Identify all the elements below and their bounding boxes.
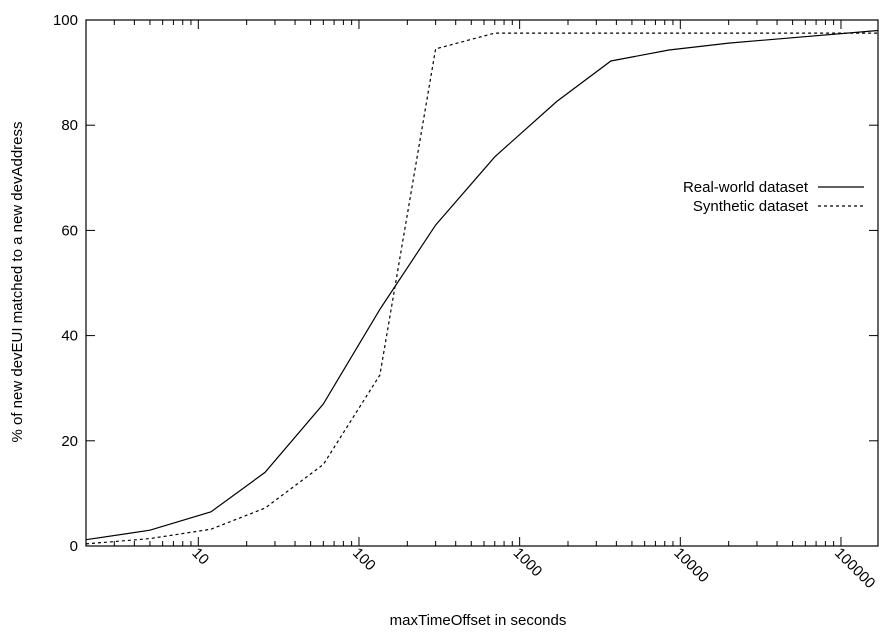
x-tick-label: 10000 xyxy=(670,545,712,587)
y-tick-label: 40 xyxy=(61,328,78,345)
x-tick-label: 10 xyxy=(188,545,212,569)
y-axis-title: % of new devEUI matched to a new devAddr… xyxy=(9,121,26,442)
y-tick-label: 60 xyxy=(61,222,78,239)
y-tick-label: 80 xyxy=(61,117,78,134)
y-axis: 0 20 40 60 80 100 xyxy=(53,12,878,555)
x-tick-label: 100 xyxy=(349,545,379,575)
y-tick-label: 20 xyxy=(61,433,78,450)
legend-label: Synthetic dataset xyxy=(693,198,809,215)
series-layer xyxy=(85,29,879,545)
plot-frame xyxy=(85,19,879,547)
x-axis: 10 100 1000 10000 100000 xyxy=(85,20,878,592)
x-tick-label: 1000 xyxy=(510,545,546,581)
series-line-synthetic xyxy=(85,32,878,545)
x-axis-title: maxTimeOffset in seconds xyxy=(390,612,567,629)
legend-label: Real-world dataset xyxy=(683,179,809,196)
x-tick-label: 100000 xyxy=(831,545,878,592)
legend: Real-world dataset Synthetic dataset xyxy=(683,179,864,215)
y-tick-label: 0 xyxy=(70,538,78,555)
series-line-real-world xyxy=(85,29,879,541)
plot-area xyxy=(85,19,879,547)
y-tick-label: 100 xyxy=(53,12,78,29)
